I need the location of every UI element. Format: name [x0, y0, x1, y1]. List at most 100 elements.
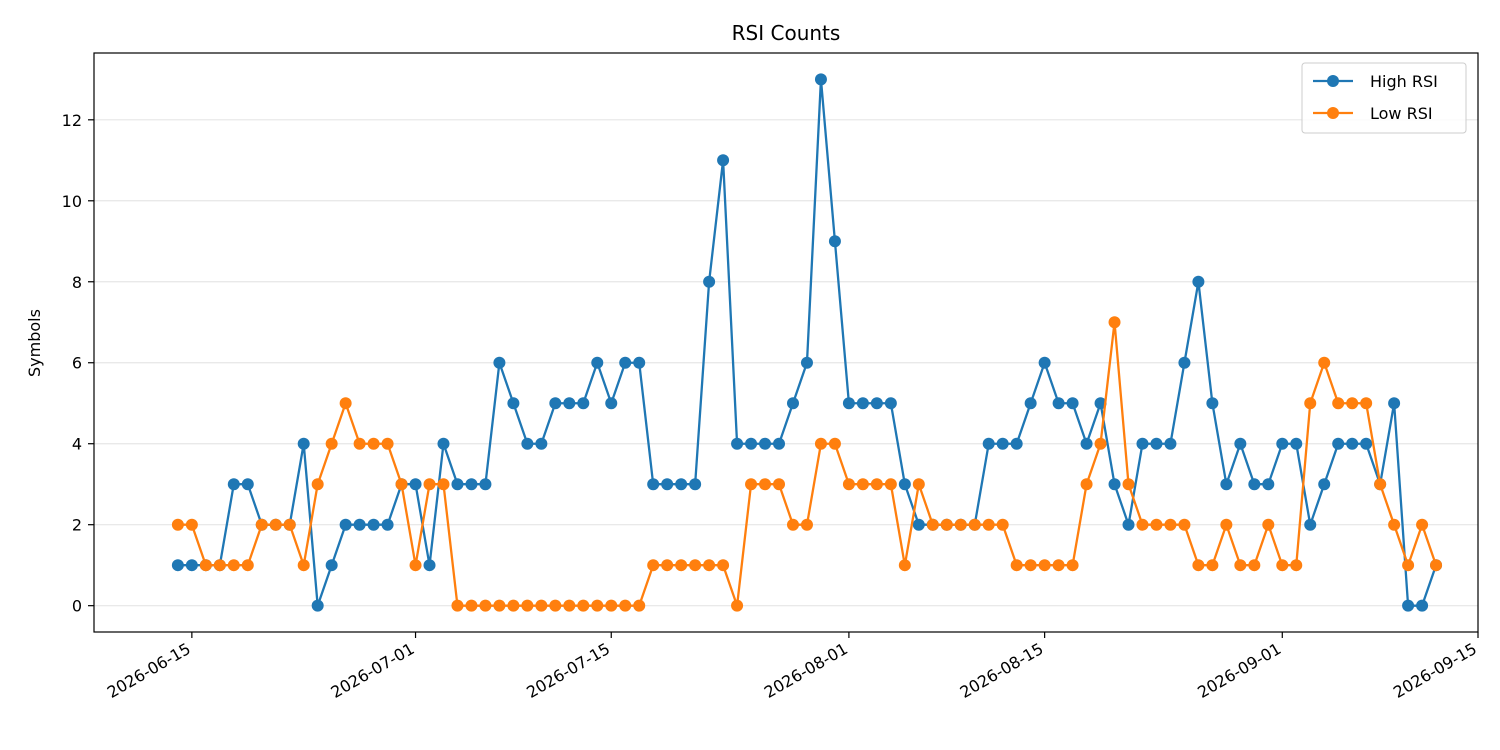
y-tick-label: 4	[72, 435, 82, 454]
gridlines	[94, 119, 1478, 607]
data-point-low-rsi	[786, 518, 799, 531]
data-point-low-rsi	[1318, 356, 1331, 369]
data-point-low-rsi	[1150, 518, 1163, 531]
data-point-high-rsi	[241, 478, 254, 491]
legend-label-low-rsi: Low RSI	[1370, 104, 1433, 123]
data-point-low-rsi	[842, 478, 855, 491]
data-point-high-rsi	[1178, 356, 1191, 369]
data-point-low-rsi	[1094, 437, 1107, 450]
data-point-high-rsi	[870, 397, 883, 410]
data-point-high-rsi	[1318, 478, 1331, 491]
data-point-high-rsi	[898, 478, 911, 491]
data-point-low-rsi	[535, 599, 548, 612]
y-axis: 0 2 4 6 8 10 12	[62, 111, 94, 616]
data-point-high-rsi	[661, 478, 674, 491]
data-point-low-rsi	[437, 478, 450, 491]
data-point-low-rsi	[591, 599, 604, 612]
data-point-low-rsi	[1052, 559, 1065, 572]
data-point-low-rsi	[325, 437, 338, 450]
data-point-low-rsi	[227, 559, 240, 572]
data-point-high-rsi	[1402, 599, 1415, 612]
data-point-high-rsi	[465, 478, 478, 491]
data-point-low-rsi	[1192, 559, 1205, 572]
data-point-high-rsi	[1388, 397, 1401, 410]
data-point-low-rsi	[884, 478, 897, 491]
data-point-high-rsi	[647, 478, 660, 491]
data-point-low-rsi	[647, 559, 660, 572]
data-point-low-rsi	[549, 599, 562, 612]
data-point-high-rsi	[227, 478, 240, 491]
data-point-low-rsi	[521, 599, 534, 612]
data-point-low-rsi	[1262, 518, 1275, 531]
data-point-high-rsi	[1332, 437, 1345, 450]
y-tick-label: 6	[72, 354, 82, 373]
data-point-high-rsi	[745, 437, 758, 450]
data-point-high-rsi	[507, 397, 520, 410]
data-point-high-rsi	[311, 599, 324, 612]
data-point-low-rsi	[926, 518, 939, 531]
data-point-low-rsi	[1234, 559, 1247, 572]
y-tick-label: 2	[72, 516, 82, 535]
data-point-low-rsi	[619, 599, 632, 612]
data-point-low-rsi	[661, 559, 674, 572]
data-point-high-rsi	[884, 397, 897, 410]
data-point-low-rsi	[367, 437, 380, 450]
data-point-low-rsi	[1290, 559, 1303, 572]
data-point-low-rsi	[800, 518, 813, 531]
data-point-low-rsi	[633, 599, 646, 612]
data-point-low-rsi	[451, 599, 464, 612]
data-point-high-rsi	[786, 397, 799, 410]
data-point-high-rsi	[828, 235, 841, 248]
data-point-high-rsi	[451, 478, 464, 491]
data-point-high-rsi	[675, 478, 688, 491]
y-tick-label: 10	[62, 192, 82, 211]
data-point-low-rsi	[1136, 518, 1149, 531]
data-point-low-rsi	[1416, 518, 1429, 531]
data-point-low-rsi	[1206, 559, 1219, 572]
data-point-low-rsi	[1010, 559, 1023, 572]
data-point-low-rsi	[297, 559, 310, 572]
data-point-low-rsi	[996, 518, 1009, 531]
data-point-high-rsi	[842, 397, 855, 410]
data-point-low-rsi	[241, 559, 254, 572]
data-point-high-rsi	[1094, 397, 1107, 410]
y-axis-label: Symbols	[25, 309, 44, 377]
data-point-high-rsi	[1066, 397, 1079, 410]
data-point-high-rsi	[982, 437, 995, 450]
data-point-low-rsi	[1374, 478, 1387, 491]
data-point-low-rsi	[731, 599, 744, 612]
data-point-high-rsi	[1416, 599, 1429, 612]
data-point-low-rsi	[898, 559, 911, 572]
legend-marker-low-rsi	[1327, 107, 1339, 119]
data-point-high-rsi	[1276, 437, 1289, 450]
data-point-high-rsi	[1234, 437, 1247, 450]
data-point-high-rsi	[856, 397, 869, 410]
data-point-low-rsi	[311, 478, 324, 491]
data-point-low-rsi	[773, 478, 786, 491]
data-point-high-rsi	[619, 356, 632, 369]
data-point-low-rsi	[213, 559, 226, 572]
data-point-low-rsi	[759, 478, 772, 491]
data-point-low-rsi	[745, 478, 758, 491]
data-point-high-rsi	[493, 356, 506, 369]
data-point-low-rsi	[1346, 397, 1359, 410]
data-point-low-rsi	[1332, 397, 1345, 410]
data-point-low-rsi	[968, 518, 981, 531]
data-point-high-rsi	[912, 518, 925, 531]
data-point-high-rsi	[577, 397, 590, 410]
data-point-high-rsi	[297, 437, 310, 450]
data-point-low-rsi	[1080, 478, 1093, 491]
data-point-low-rsi	[856, 478, 869, 491]
data-point-high-rsi	[535, 437, 548, 450]
data-point-high-rsi	[800, 356, 813, 369]
data-point-low-rsi	[171, 518, 184, 531]
series-layer	[171, 73, 1443, 612]
chart-title: RSI Counts	[732, 21, 841, 45]
data-point-low-rsi	[465, 599, 478, 612]
data-point-low-rsi	[912, 478, 925, 491]
data-point-high-rsi	[996, 437, 1009, 450]
data-point-high-rsi	[409, 478, 422, 491]
data-point-low-rsi	[395, 478, 408, 491]
data-point-low-rsi	[870, 478, 883, 491]
